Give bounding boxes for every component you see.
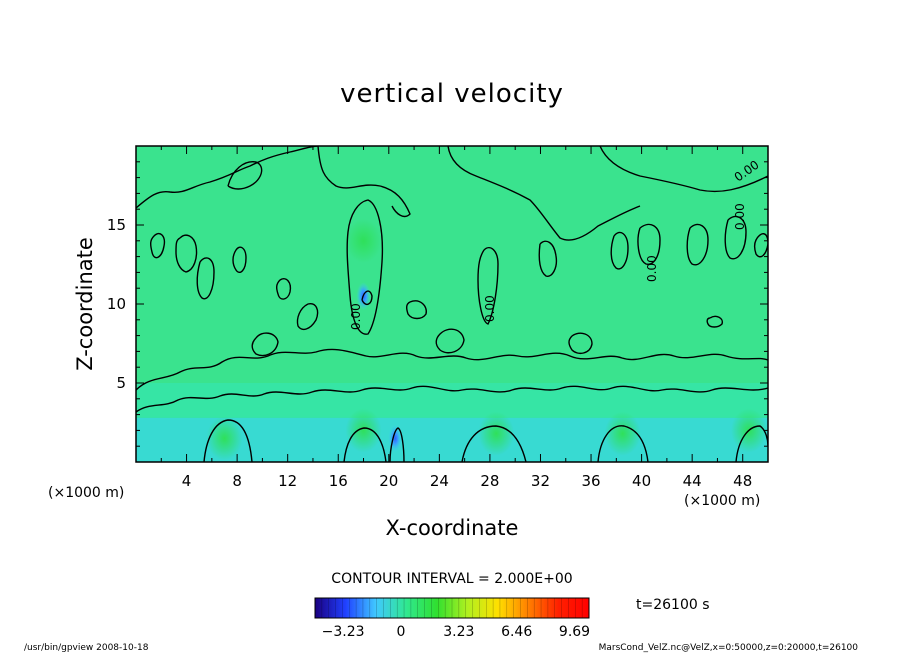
updraft-blob [345, 218, 382, 263]
contour-label: 0.00 [483, 295, 497, 322]
contour-line [317, 146, 411, 218]
x-tick-label: 40 [632, 472, 651, 490]
x-axis-title: X-coordinate [386, 516, 519, 540]
contour-line [275, 278, 292, 300]
contour-line [597, 425, 649, 462]
x-tick-labels: 4 8 12 16 20 24 28 32 36 40 44 48 [182, 472, 752, 490]
contour-line [149, 232, 166, 259]
y-tick-label: 5 [116, 374, 126, 392]
x-tick-label: 4 [182, 472, 192, 490]
colorbar-tick-label: −3.23 [322, 624, 365, 640]
contour-line [196, 257, 215, 300]
contour-line [361, 290, 373, 306]
contour-interval-label: CONTOUR INTERVAL = 2.000E+00 [331, 571, 572, 587]
chart-title: vertical velocity [340, 79, 564, 109]
contour-line [435, 328, 465, 354]
x-tick-label: 32 [531, 472, 550, 490]
y-axis [136, 161, 768, 447]
x-tick-label: 44 [683, 472, 702, 490]
x-tick-label: 20 [379, 472, 398, 490]
contour-label: 0.00 [733, 203, 747, 230]
y-tick-labels: 5 10 15 [107, 216, 126, 392]
x-tick-label: 12 [278, 472, 297, 490]
x-tick-label: 48 [733, 472, 752, 490]
updraft-blob [478, 411, 515, 456]
colorbar-tick-label: 3.23 [443, 624, 474, 640]
time-label: t=26100 s [636, 597, 710, 613]
x-tick-label: 28 [480, 472, 499, 490]
colorbar-tick-label: 9.69 [559, 624, 590, 640]
x-tick-label: 36 [581, 472, 600, 490]
contour-label: 0.00 [645, 255, 659, 282]
plot-area: 0.00 0.00 0.00 0.00 0.00 [136, 146, 768, 462]
x-unit-label: (×1000 m) [684, 493, 760, 509]
contour-line [251, 332, 279, 357]
contour-line [227, 161, 263, 190]
contour-line [724, 215, 747, 260]
footer-left: /usr/bin/gpview 2008-10-18 [24, 643, 149, 653]
contour-line [343, 427, 387, 462]
contour-line [175, 234, 198, 273]
y-tick-label: 10 [107, 295, 126, 313]
y-tick-label: 15 [107, 216, 126, 234]
boundary-layer-upper [136, 383, 768, 418]
contour-line [637, 223, 661, 265]
contour-line [599, 146, 768, 193]
downdraft-blob [388, 424, 403, 453]
contour-line [346, 199, 384, 335]
contour-line [753, 233, 768, 258]
y-axis-title: Z-coordinate [73, 237, 97, 371]
boundary-layer-band [136, 383, 768, 462]
contour-line [610, 231, 629, 270]
contour-label: 0.00 [349, 303, 363, 330]
contour-lines [136, 146, 768, 462]
updraft-blob [345, 408, 382, 453]
contour-line [568, 332, 593, 355]
contour-line [389, 427, 405, 462]
updraft-blob [604, 411, 641, 456]
colorbar-tick-label: 0 [396, 624, 405, 640]
colorbar-tick-labels: −3.23 0 3.23 6.46 9.69 [322, 624, 590, 640]
colorbar-tick-label: 6.46 [501, 624, 532, 640]
x-tick-label: 24 [430, 472, 449, 490]
contour-line [538, 240, 558, 277]
contour-line [296, 303, 319, 331]
colorbar [314, 597, 590, 619]
contour-line [136, 385, 768, 413]
contour-line [461, 425, 527, 462]
contour-line [706, 315, 723, 328]
colorbar-stripes [321, 598, 583, 618]
contour-line [447, 146, 641, 241]
contour-line [405, 300, 427, 320]
contour-line [232, 246, 247, 274]
x-tick-label: 16 [329, 472, 348, 490]
contour-line [203, 419, 253, 462]
x-tick-label: 8 [232, 472, 242, 490]
x-axis [160, 146, 744, 462]
contour-line [477, 246, 499, 325]
y-unit-label: (×1000 m) [48, 485, 124, 501]
contour-line [686, 223, 709, 266]
contour-line [136, 348, 768, 391]
footer-right: MarsCond_VelZ.nc@VelZ,x=0:50000,z=0:2000… [599, 643, 859, 653]
